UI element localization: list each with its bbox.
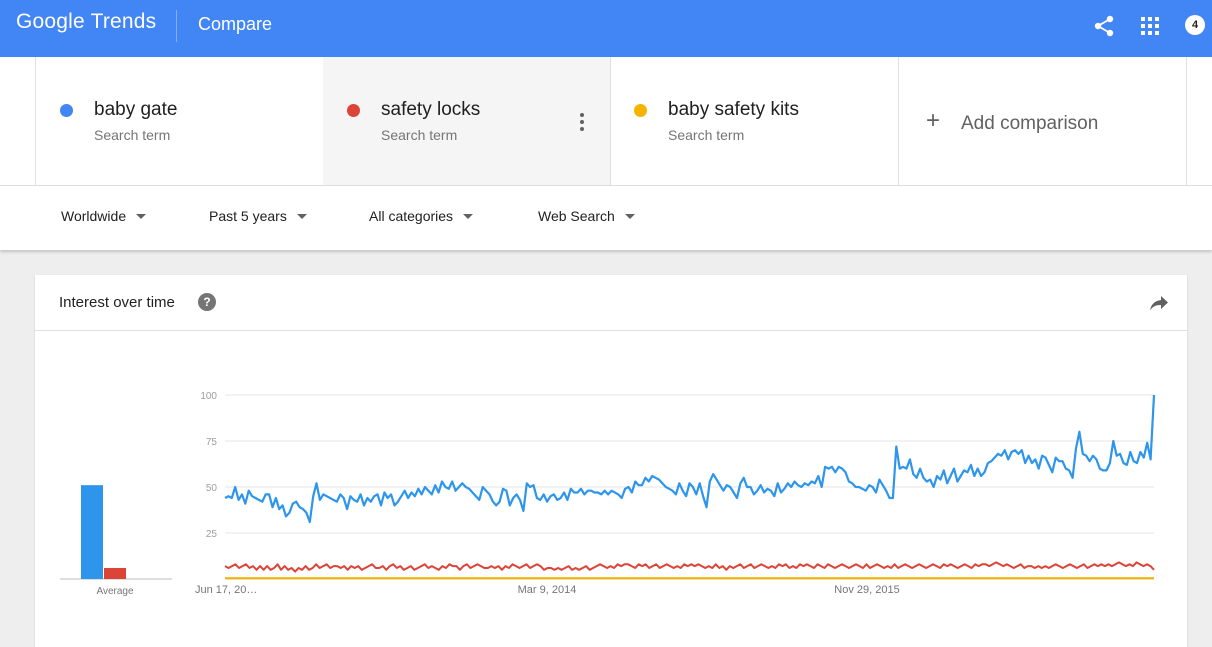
term-color-dot <box>634 104 647 117</box>
logo-trends: Trends <box>90 10 157 33</box>
time-range-dropdown[interactable]: Past 5 years <box>209 208 307 224</box>
term-name[interactable]: baby safety kits <box>668 99 799 120</box>
series-line-safety-locks[interactable] <box>224 561 1155 573</box>
dropdown-arrow-icon <box>463 213 474 219</box>
help-icon[interactable]: ? <box>198 293 216 311</box>
term-name[interactable]: baby gate <box>94 99 178 120</box>
x-tick-label: Mar 9, 2014 <box>518 584 577 596</box>
compare-terms-row: baby gate Search term safety locks Searc… <box>0 57 1212 186</box>
plus-icon: + <box>926 107 941 134</box>
logo-google: Google <box>16 10 85 33</box>
term-card-baby-safety-kits[interactable]: baby safety kits Search term <box>610 57 899 185</box>
y-tick-label: 25 <box>206 529 218 540</box>
term-name[interactable]: safety locks <box>381 99 481 120</box>
category-value: All categories <box>369 208 454 224</box>
y-tick-label: 50 <box>206 483 218 494</box>
average-bar[interactable] <box>104 567 126 579</box>
add-comparison-label: Add comparison <box>961 113 1099 134</box>
interest-over-time-card: Interest over time ? 100 75 50 25 Jun 17, 20… <box>35 275 1187 647</box>
dropdown-arrow-icon <box>296 213 307 219</box>
app-header: Google Trends Compare 4 <box>0 0 1212 57</box>
category-dropdown[interactable]: All categories <box>369 208 474 224</box>
average-label: Average <box>96 586 134 597</box>
term-type: Search term <box>668 127 745 143</box>
term-color-dot <box>347 104 360 117</box>
header-divider <box>176 10 177 42</box>
page-title: Compare <box>198 14 273 34</box>
share-icon[interactable] <box>1093 15 1115 37</box>
term-type: Search term <box>381 127 458 143</box>
dropdown-arrow-icon <box>136 213 147 219</box>
region-dropdown[interactable]: Worldwide <box>61 208 147 224</box>
notification-badge[interactable]: 4 <box>1185 15 1205 35</box>
dropdown-arrow-icon <box>624 213 635 219</box>
x-tick-label: Nov 29, 2015 <box>834 584 899 596</box>
region-value: Worldwide <box>61 208 127 224</box>
term-card-safety-locks[interactable]: safety locks Search term <box>323 57 611 185</box>
term-color-dot <box>60 104 73 117</box>
search-type-value: Web Search <box>538 208 615 224</box>
y-tick-label: 100 <box>200 391 217 402</box>
time-range-value: Past 5 years <box>209 208 287 224</box>
term-card-baby-gate[interactable]: baby gate Search term <box>35 57 324 185</box>
apps-grid-icon[interactable] <box>1141 17 1159 35</box>
interest-chart: 100 75 50 25 Jun 17, 20… Mar 9, 2014 Nov 29, 2… <box>60 391 1156 597</box>
term-type: Search term <box>94 127 171 143</box>
card-header: Interest over time ? <box>35 275 1187 331</box>
search-type-dropdown[interactable]: Web Search <box>538 208 635 224</box>
average-bar[interactable] <box>81 485 103 579</box>
google-trends-logo[interactable]: Google Trends <box>16 10 156 34</box>
filter-bar: Worldwide Past 5 years All categories We… <box>0 186 1212 250</box>
share-arrow-icon[interactable] <box>1149 294 1169 312</box>
x-tick-label: Jun 17, 20… <box>195 584 257 596</box>
series-line-baby-gate[interactable] <box>224 394 1156 524</box>
add-comparison-button[interactable]: + Add comparison <box>898 57 1187 185</box>
card-title: Interest over time <box>59 294 175 311</box>
more-vert-icon[interactable] <box>579 112 585 132</box>
y-tick-label: 75 <box>206 437 218 448</box>
